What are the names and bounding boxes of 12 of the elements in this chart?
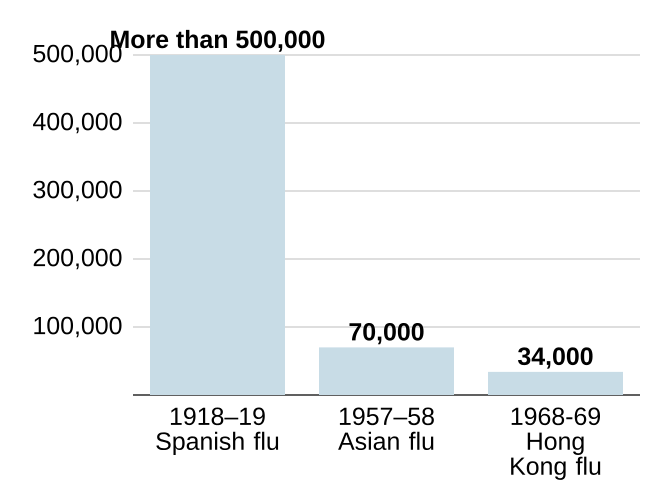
y-tick-label: 100,000 bbox=[34, 316, 122, 338]
x-tick-label: 1957–58 Asian flu bbox=[338, 408, 434, 450]
bar bbox=[488, 372, 624, 395]
data-label: 34,000 bbox=[518, 347, 593, 369]
y-tick-label: 200,000 bbox=[34, 248, 122, 270]
x-tick-label: 1968-69 Hong Kong flu bbox=[511, 408, 600, 480]
bar bbox=[150, 55, 285, 395]
y-tick-label: 300,000 bbox=[33, 180, 122, 202]
x-tick-label: 1918–19 Spanish flu bbox=[156, 408, 278, 455]
bar bbox=[319, 347, 454, 395]
data-label: 70,000 bbox=[349, 322, 424, 344]
y-tick-label: 400,000 bbox=[33, 112, 122, 134]
